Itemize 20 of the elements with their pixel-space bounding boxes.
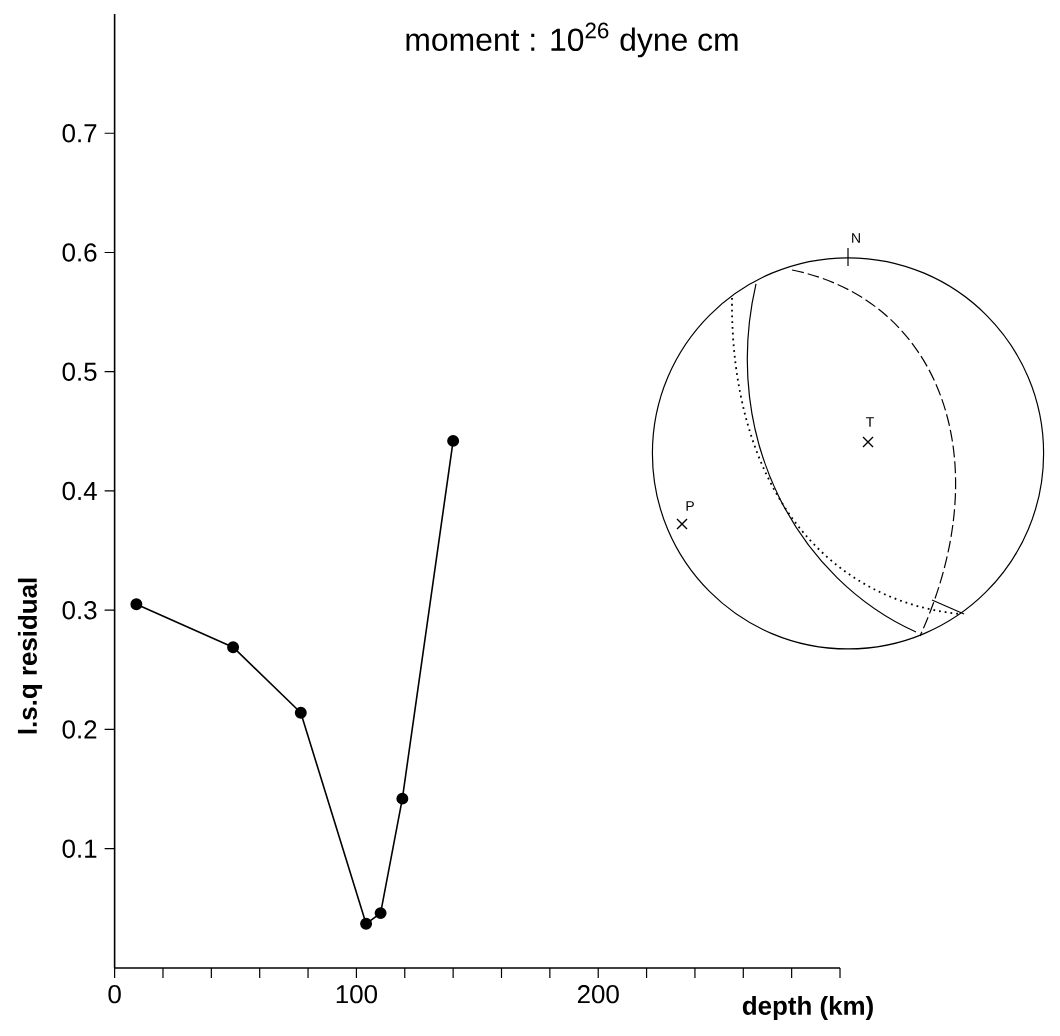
x-tick-label: 0	[108, 985, 121, 1004]
point	[360, 917, 373, 930]
y-tick-label: 0.4	[62, 481, 97, 501]
y-tick-label: 0.7	[62, 124, 97, 143]
x-tick-label: 100	[336, 985, 378, 1004]
x-axis-title: depth (km)	[742, 995, 873, 1021]
point	[396, 792, 409, 805]
x-tick-label: 200	[577, 985, 619, 1004]
point	[130, 598, 143, 611]
y-axis-title: l.s.q residual	[17, 578, 43, 734]
chart-title: moment : 10$^{26}$ dyne cm	[406, 22, 738, 58]
point	[374, 907, 387, 920]
point	[294, 706, 307, 719]
y-tick-label: 0.5	[62, 362, 97, 381]
y-tick-label: 0.3	[62, 601, 97, 620]
y-tick-label: 0.1	[62, 839, 97, 858]
y-tick-label: 0.6	[62, 243, 97, 262]
point	[447, 434, 460, 447]
point	[227, 641, 240, 654]
y-tick-label: 0.2	[62, 720, 97, 739]
